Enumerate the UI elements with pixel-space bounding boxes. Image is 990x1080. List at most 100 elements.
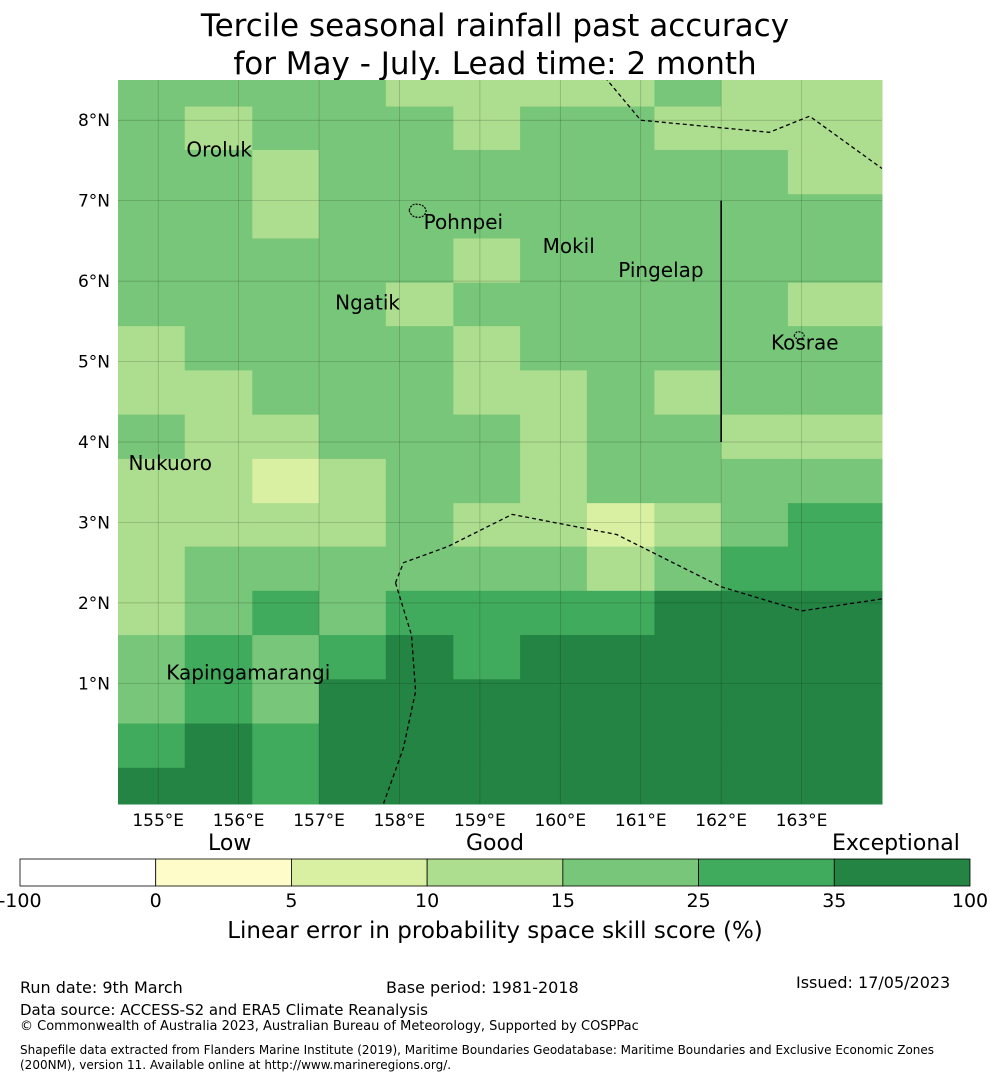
grid-cell [252, 106, 320, 151]
grid-cell [520, 194, 588, 239]
grid-cell [385, 149, 454, 195]
grid-cell [586, 326, 655, 371]
grid-cell [319, 458, 387, 504]
colorbar-tick-label: 100 [951, 890, 989, 912]
grid-cell [654, 149, 722, 195]
grid-cell [385, 679, 454, 725]
grid-cell [586, 635, 655, 680]
grid-cell [118, 458, 186, 504]
map-title-line-1: Tercile seasonal rainfall past accuracy [200, 8, 790, 44]
grid-cell [453, 414, 521, 460]
grid-cell [787, 370, 883, 416]
grid-cell [184, 767, 253, 805]
grid-cell [453, 80, 521, 108]
longitude-tick-label: 157°E [293, 811, 345, 830]
grid-cell [654, 106, 722, 151]
grid-cell [453, 149, 521, 195]
grid-cell [654, 414, 722, 460]
grid-cell [385, 414, 454, 460]
grid-cell [654, 503, 722, 548]
grid-cell [787, 503, 883, 548]
grid-cell [586, 194, 655, 239]
colorbar-tick-label: 5 [285, 890, 298, 912]
grid-cell [520, 80, 588, 108]
grid-cell [586, 458, 655, 504]
grid-cell [586, 80, 655, 108]
grid-cell [787, 635, 883, 680]
grid-cell [252, 723, 320, 769]
grid-cell [118, 635, 186, 680]
latitude-tick-label: 7°N [78, 192, 110, 212]
place-label: Oroluk [186, 137, 252, 161]
grid-cell [453, 679, 521, 725]
skill-grid [118, 80, 883, 805]
grid-cell [184, 194, 253, 239]
grid-cell [118, 106, 186, 151]
grid-cell [654, 326, 722, 371]
grid-cell [184, 590, 253, 636]
longitude-tick-label: 162°E [695, 811, 747, 830]
grid-cell [252, 370, 320, 416]
grid-cell [319, 723, 387, 769]
longitude-tick-label: 156°E [213, 811, 265, 830]
grid-cell [319, 80, 387, 108]
grid-cell [118, 326, 186, 371]
grid-cell [252, 679, 320, 725]
grid-cell [385, 503, 454, 548]
place-label: Kosrae [771, 330, 839, 354]
grid-cell [654, 238, 722, 284]
grid-cell [520, 238, 588, 284]
grid-cell [118, 370, 186, 416]
grid-cell [252, 458, 320, 504]
grid-cell [654, 194, 722, 239]
grid-cell [184, 458, 253, 504]
base-period: Base period: 1981-2018 [386, 978, 579, 997]
grid-cell [721, 458, 789, 504]
shapefile-credit-line-1: Shapefile data extracted from Flanders M… [20, 1043, 935, 1057]
latitude-tick-label: 6°N [78, 272, 110, 292]
graticule [118, 80, 882, 804]
longitude-tick-label: 163°E [776, 811, 828, 830]
grid-cell [586, 282, 655, 327]
grid-cell [184, 326, 253, 371]
grid-cell [118, 546, 186, 592]
grid-cell [184, 149, 253, 195]
grid-cell [453, 194, 521, 239]
grid-cell [586, 149, 655, 195]
grid-cell [520, 723, 588, 769]
grid-cell [385, 635, 454, 680]
latitude-tick-labels: 1°N 2°N 3°N 4°N 5°N 6°N 7°N 8°N [78, 111, 110, 694]
grid-cell [787, 106, 883, 151]
eez-boundary-line [382, 582, 417, 804]
grid-cell [586, 679, 655, 725]
colorbar-segment [698, 858, 835, 887]
grid-cell [721, 767, 789, 805]
grid-cell [654, 679, 722, 725]
grid-cell [721, 503, 789, 548]
grid-cell [586, 503, 655, 548]
grid-cell [520, 414, 588, 460]
grid-cell [586, 723, 655, 769]
pohnpei-outline [408, 203, 427, 218]
grid-cell [787, 326, 883, 371]
grid-cell [385, 282, 454, 327]
grid-cell [319, 370, 387, 416]
grid-cell [319, 503, 387, 548]
colorbar-tick-label: 15 [550, 890, 575, 912]
grid-cell [520, 503, 588, 548]
grid-cell [787, 723, 883, 769]
grid-cell [385, 326, 454, 371]
grid-cell [654, 590, 722, 636]
grid-cell [252, 635, 320, 680]
grid-cell [118, 590, 186, 636]
grid-cell [721, 370, 789, 416]
grid-cell [654, 80, 722, 108]
grid-cell [453, 458, 521, 504]
grid-cell [385, 106, 454, 151]
grid-cell [453, 326, 521, 371]
grid-cell [118, 80, 186, 108]
grid-cell [319, 326, 387, 371]
grid-cell [520, 590, 588, 636]
grid-cell [184, 238, 253, 284]
grid-cell [721, 723, 789, 769]
